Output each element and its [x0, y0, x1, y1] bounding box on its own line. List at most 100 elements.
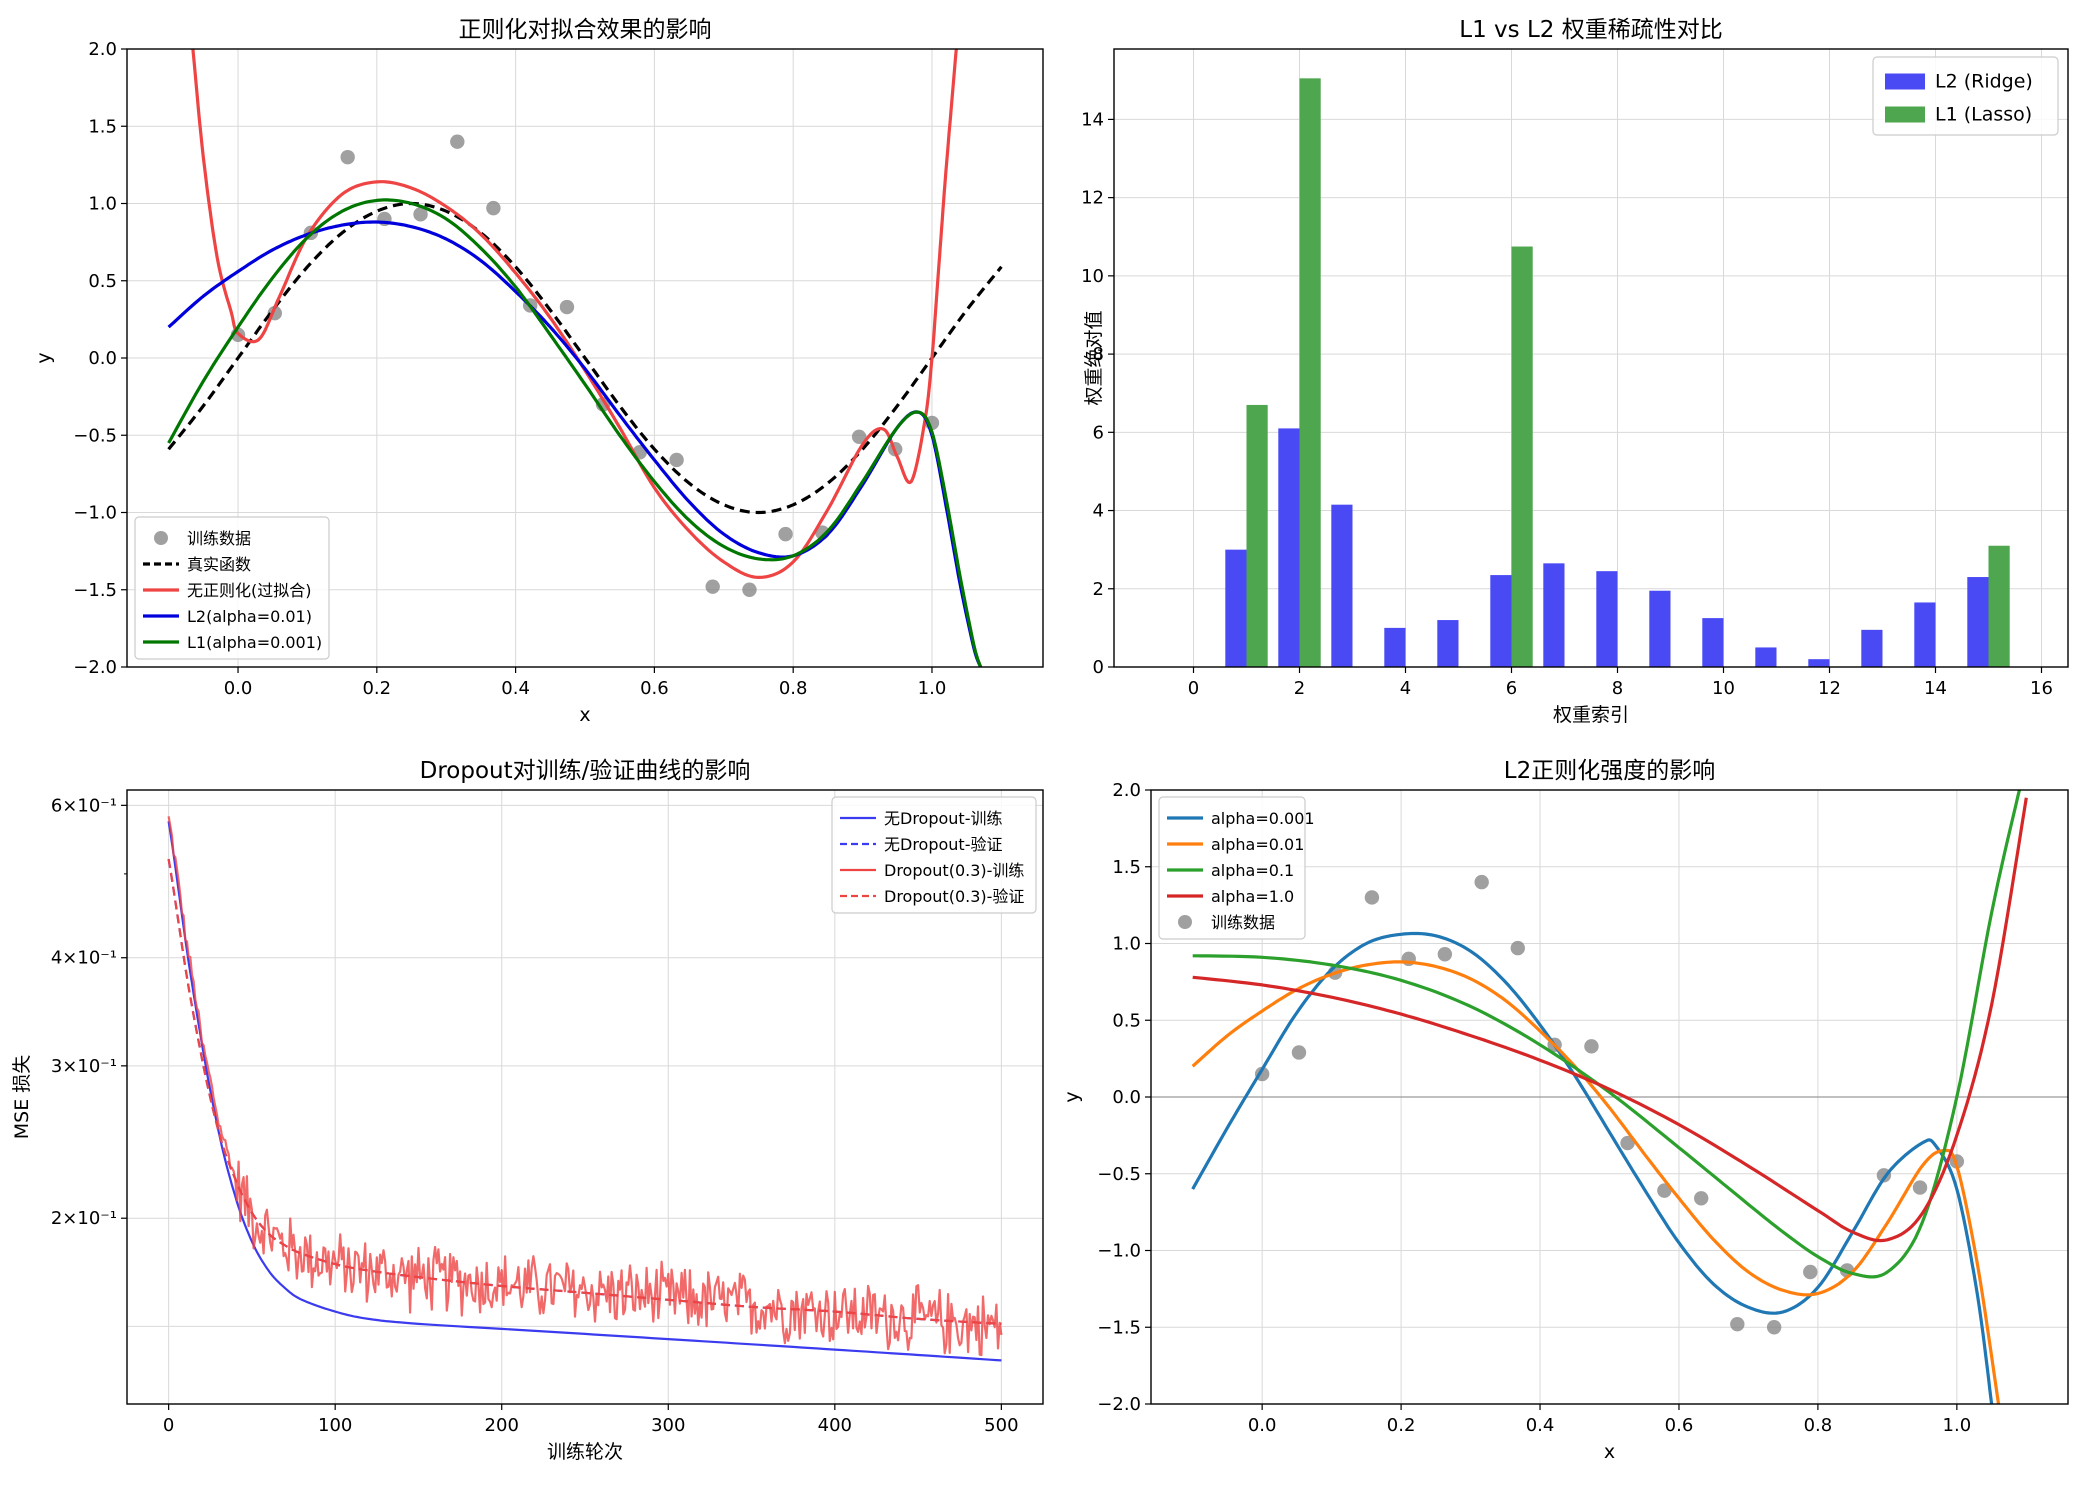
bar-l1-1 [1246, 404, 1268, 667]
data-point [1730, 1316, 1745, 1332]
data-point [450, 134, 465, 149]
y-tick-label: 4 [1093, 501, 1104, 522]
y-tick-label: −0.5 [1097, 1164, 1141, 1185]
legend-label: 无正则化(过拟合) [187, 581, 312, 600]
bar-l2-11 [1755, 647, 1777, 667]
y-tick-label: −0.5 [73, 425, 117, 446]
legend-marker [1178, 915, 1192, 929]
axes-frame [126, 789, 1044, 1405]
x-ticks: 0.0 0.2 0.4 0.6 0.8 1.0 [1248, 1404, 1971, 1436]
y-tick-label: 1.5 [88, 116, 117, 137]
chart-title: 正则化对拟合效果的影响 [459, 17, 712, 43]
y-tick-label: −1.5 [1097, 1317, 1141, 1338]
y-axis-label: y [1061, 1091, 1083, 1102]
legend-label: 无Dropout-训练 [884, 809, 1002, 828]
bar-l2-8 [1596, 571, 1618, 667]
plot-area [167, 49, 1003, 667]
legend-label: L1(alpha=0.001) [187, 633, 322, 652]
chart-dropout-curves: 0 100 200 300 400 500 6×10⁻¹ 4×10⁻¹ 3×10⁻¹ 2×10⁻¹… [11, 758, 1044, 1463]
y-tick-label: −1.0 [73, 503, 117, 524]
data-point [778, 526, 793, 542]
bar-l2-5 [1437, 620, 1459, 667]
y-tick-label: 12 [1081, 188, 1104, 209]
x-axis-label: 权重索引 [1553, 704, 1629, 726]
bar-l2-14 [1914, 602, 1936, 667]
x-tick-label: 0.0 [1248, 1415, 1277, 1436]
legend-label: L2(alpha=0.01) [187, 607, 312, 626]
chart-weight-sparsity: 0 2 4 6 8 10 12 14 16 0 2 4 6 8 10 12 14 L1 vs L2 权重稀疏性对比… [1081, 17, 2069, 726]
plot-area [1225, 78, 2010, 667]
legend-marker [154, 531, 168, 545]
series-line-2 [167, 816, 1003, 1357]
bar-l2-2 [1278, 428, 1300, 667]
legend-label: alpha=1.0 [1211, 887, 1294, 906]
y-ticks: 2.0 1.5 1.0 0.5 0.0 −0.5 −1.0 −1.5 −2.0 [1097, 780, 1151, 1415]
y-tick-label: 3×10⁻¹ [51, 1056, 117, 1077]
x-tick-label: 8 [1612, 678, 1623, 699]
axes-frame [1113, 48, 2069, 668]
data-point [1694, 1191, 1709, 1206]
x-tick-label: 1.0 [1943, 1415, 1972, 1436]
y-tick-label: 10 [1081, 266, 1104, 287]
data-point [851, 429, 867, 444]
y-tick-label: 2×10⁻¹ [51, 1208, 117, 1229]
series-line-2 [1192, 790, 2021, 1279]
x-tick-label: 0.4 [501, 678, 530, 699]
bar-l1-6 [1511, 246, 1533, 667]
x-axis-label: 训练轮次 [547, 1441, 623, 1463]
y-ticks: 6×10⁻¹ 4×10⁻¹ 3×10⁻¹ 2×10⁻¹ [51, 795, 127, 1229]
chart-title: L1 vs L2 权重稀疏性对比 [1459, 17, 1722, 43]
bar-l2-1 [1225, 549, 1247, 667]
legend-label: 训练数据 [1211, 913, 1275, 932]
legend-label: 无Dropout-验证 [884, 835, 1002, 854]
x-tick-label: 12 [1818, 678, 1841, 699]
data-point [1912, 1180, 1928, 1195]
series-line-3 [167, 198, 983, 667]
x-tick-label: 2 [1294, 678, 1305, 699]
x-tick-label: 10 [1712, 678, 1735, 699]
y-tick-label: 8 [1093, 344, 1104, 365]
y-tick-label: 6×10⁻¹ [51, 795, 117, 816]
series-line-3 [167, 858, 1002, 1325]
data-point [705, 579, 720, 594]
legend-label: alpha=0.001 [1211, 809, 1315, 828]
x-tick-label: 400 [818, 1415, 852, 1436]
x-tick-label: 1.0 [918, 678, 947, 699]
plot-area [167, 816, 1003, 1362]
bar-l2-7 [1543, 563, 1565, 667]
y-tick-label: 4×10⁻¹ [51, 948, 117, 969]
x-tick-label: 0.4 [1526, 1415, 1555, 1436]
x-tick-label: 0.8 [1804, 1415, 1833, 1436]
series-line-0 [167, 821, 1002, 1362]
bar-l2-4 [1384, 627, 1406, 667]
x-tick-label: 0.8 [779, 678, 808, 699]
x-axis-label: x [579, 704, 590, 726]
data-point [1584, 1039, 1599, 1054]
series-line-0 [1191, 931, 1994, 1404]
data-point [1766, 1320, 1782, 1335]
x-tick-label: 200 [485, 1415, 519, 1436]
x-tick-label: 300 [651, 1415, 685, 1436]
legend-swatch [1885, 106, 1925, 123]
data-point [486, 200, 501, 216]
legend-label: 训练数据 [187, 529, 251, 548]
data-point [1437, 947, 1453, 962]
x-tick-label: 0 [1188, 678, 1199, 699]
x-tick-label: 0.2 [362, 678, 391, 699]
data-point [1510, 940, 1526, 956]
legend: alpha=0.001 alpha=0.01 alpha=0.1 alpha=1.0 训… [1158, 796, 1315, 940]
y-axis-label: MSE 损失 [11, 1055, 33, 1140]
bar-l1-15 [1988, 545, 2010, 667]
bar-l2-6 [1490, 575, 1512, 667]
bar-l2-10 [1702, 618, 1724, 667]
y-tick-label: 0.0 [1112, 1087, 1141, 1108]
bar-l2-9 [1649, 590, 1671, 667]
legend-frame [1158, 796, 1306, 940]
y-tick-label: −2.0 [73, 657, 117, 678]
data-point [1291, 1045, 1307, 1060]
x-tick-label: 14 [1924, 678, 1947, 699]
legend-label: alpha=0.01 [1211, 835, 1304, 854]
